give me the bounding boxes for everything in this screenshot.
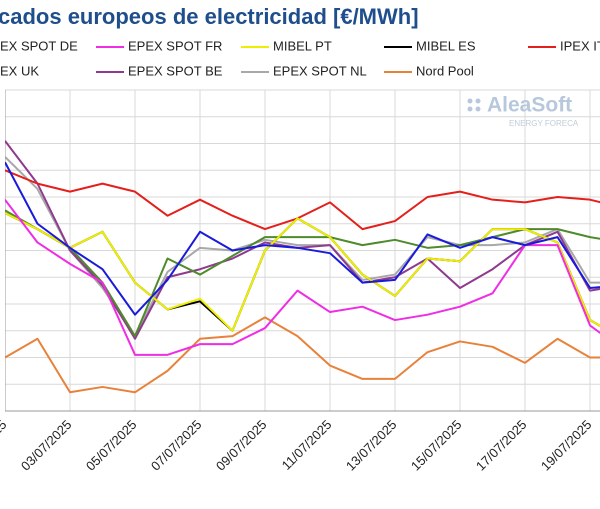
x-tick-label: 09/07/2025 [213,417,270,474]
series-line [5,161,600,316]
legend-label: EPEX SPOT NL [273,63,367,78]
watermark: AleaSoft ENERGY FORECA [467,94,579,128]
x-tick-label: 15/07/2025 [408,417,465,474]
series-line [5,212,600,332]
x-tick-label: 11/07/2025 [279,417,335,473]
x-tick-label: 13/07/2025 [343,417,400,474]
legend-label: EX UK [0,63,39,78]
legend-label: IPEX IT [560,38,600,53]
legend-label: EPEX SPOT BE [128,63,223,78]
x-tick-label: 07/07/2025 [148,417,205,474]
series-line [5,199,600,356]
legend-label: MIBEL ES [416,38,476,53]
series-line [5,169,600,231]
series-line [5,140,600,340]
x-tick-label: 03/07/2025 [18,417,75,474]
legend-label: EX SPOT DE [0,38,78,53]
x-tick-label: 19/07/2025 [538,417,595,474]
plot-area [5,89,600,412]
chart-title: cados europeos de electricidad [€/MWh] [0,4,419,29]
legend-label: MIBEL PT [273,38,332,53]
watermark-tagline: ENERGY FORECA [509,119,579,128]
series-line [5,316,600,394]
legend-label: Nord Pool [416,63,474,78]
x-tick-label: 01/07/2025 [0,417,10,474]
watermark-name: AleaSoft [487,94,572,117]
x-tick-label: 17/07/2025 [473,417,530,474]
legend-label: EPEX SPOT FR [128,38,222,53]
x-tick-label: 05/07/2025 [83,417,140,474]
